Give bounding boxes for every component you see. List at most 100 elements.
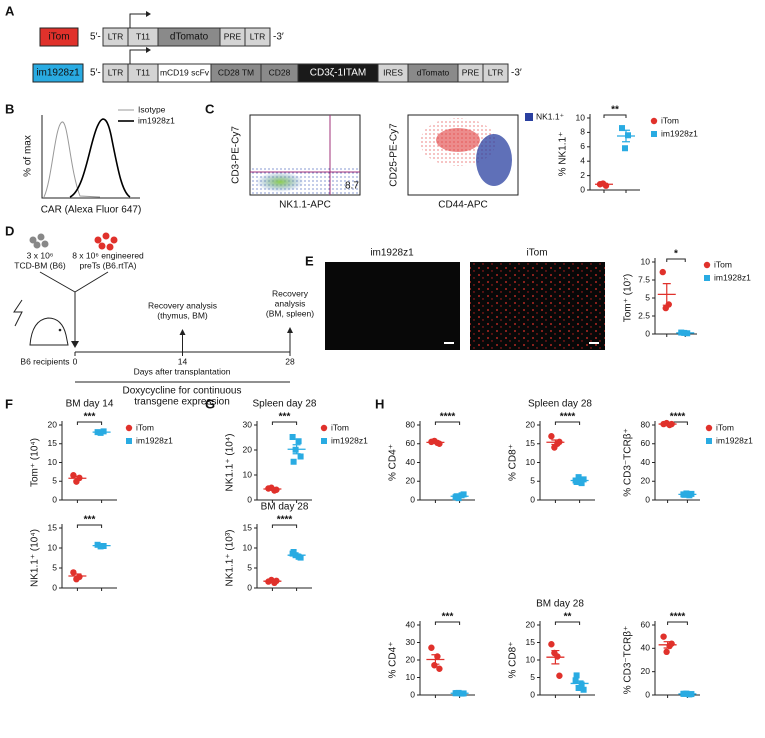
construct-element [482, 63, 509, 83]
significance: ** [611, 105, 619, 116]
panel-label: H [375, 396, 384, 411]
y-tick-label: 0 [247, 582, 252, 592]
cell [37, 233, 45, 241]
significance: *** [279, 412, 291, 423]
construct-tag [39, 27, 79, 47]
y-tick-label: 7.5 [638, 274, 650, 284]
legend-swatch [706, 438, 712, 444]
y-tick-label: 10 [526, 654, 536, 664]
connector [39, 271, 109, 345]
analysis-text: (thymus, BM) [157, 310, 208, 320]
y-tick-label: 10 [243, 469, 253, 479]
y-tick-label: 5 [530, 476, 535, 486]
significance-bracket [76, 524, 103, 528]
error-bar [268, 579, 277, 583]
three-prime: -3′ [511, 68, 522, 79]
significance-bracket [271, 421, 298, 425]
significance: *** [84, 515, 96, 526]
element-label: CD28 [269, 67, 291, 77]
point [73, 576, 80, 583]
legend-label: im1928z1 [714, 272, 751, 282]
point [290, 458, 297, 465]
flow-cloud [476, 134, 512, 186]
five-prime: 5′- [90, 32, 101, 43]
legend-swatch [650, 117, 658, 125]
plot-title: BM day 28 [261, 502, 309, 513]
error-bar [431, 441, 440, 444]
y-axis-label: NK1.1⁺ (10⁴) [225, 434, 236, 492]
error-bar [292, 553, 301, 557]
y-tick-label: 80 [406, 419, 416, 429]
y-axis-label: % NK1.1⁺ [558, 132, 569, 177]
legend-label: im1928z1 [331, 435, 368, 445]
cell [110, 236, 118, 244]
plot-title: BM day 14 [66, 399, 114, 410]
significance: *** [84, 412, 96, 423]
significance-bracket [666, 258, 686, 262]
y-tick-label: 40 [406, 619, 416, 629]
construct-name: im1928z1 [36, 68, 80, 79]
panel-label: G [205, 396, 215, 411]
error-bar [681, 331, 690, 334]
y-tick-label: 60 [641, 438, 651, 448]
promoter-arrow [129, 13, 148, 28]
error-bar [622, 129, 630, 143]
significance: **** [670, 412, 686, 423]
day-label: 0 [73, 356, 78, 366]
error-bar [662, 283, 671, 306]
y-axis-label: Tom⁺ (10⁴) [30, 438, 41, 487]
mouse-eye [58, 328, 62, 332]
legend-label: iTom [714, 259, 732, 269]
y-tick-label: 0 [530, 689, 535, 699]
image-title: im1928z1 [370, 248, 414, 259]
arrowhead [146, 47, 151, 53]
y-tick-label: 40 [406, 457, 416, 467]
y-axis-label: CD3-PE-Cy7 [231, 126, 242, 184]
three-prime: -3′ [273, 32, 284, 43]
x-axis-label: CAR (Alexa Fluor 647) [41, 205, 142, 216]
flow-density [256, 172, 304, 192]
axes [419, 621, 475, 696]
y-tick-label: 0 [52, 494, 57, 504]
plot-title: Spleen day 28 [253, 399, 317, 410]
arrowhead [179, 329, 186, 335]
y-tick-label: 20 [243, 444, 253, 454]
element-label: LTR [250, 31, 265, 41]
timeline-label: Days after transplantation [134, 366, 231, 376]
legend-label: iTom [136, 422, 154, 432]
analysis-text: Recovery [272, 288, 309, 298]
significance: **** [560, 412, 576, 423]
y-tick-label: 10 [243, 542, 253, 552]
day-label: 28 [285, 356, 295, 366]
legend-label: im1928z1 [716, 435, 753, 445]
promoter-arrow [129, 49, 148, 64]
y-tick-label: 5 [645, 292, 650, 302]
significance-bracket [554, 621, 581, 625]
point [573, 672, 580, 679]
y-tick-label: 6 [580, 141, 585, 151]
donor-text: 8 x 10⁶ engineered [72, 250, 144, 260]
error-bar [663, 423, 672, 426]
y-axis-label: NK1.1⁺ (10⁴) [30, 529, 41, 587]
panel-label: C [205, 101, 215, 116]
significance: * [674, 249, 678, 260]
plot-title: Spleen day 28 [528, 399, 592, 410]
y-tick-label: 10 [641, 256, 651, 266]
arrowhead [287, 327, 293, 333]
cell [98, 242, 106, 250]
cell [102, 232, 110, 240]
y-tick-label: 8 [580, 127, 585, 137]
legend-label: iTom [331, 422, 349, 432]
y-tick-label: 80 [641, 419, 651, 429]
y-tick-label: 40 [641, 457, 651, 467]
axes [539, 421, 595, 501]
arrowhead [146, 11, 151, 17]
point [662, 304, 669, 312]
error-bar [268, 487, 277, 491]
error-bar [73, 475, 82, 481]
y-axis-label: Tom⁺ (10⁷) [623, 274, 634, 322]
point [289, 434, 296, 440]
axes [256, 524, 312, 589]
